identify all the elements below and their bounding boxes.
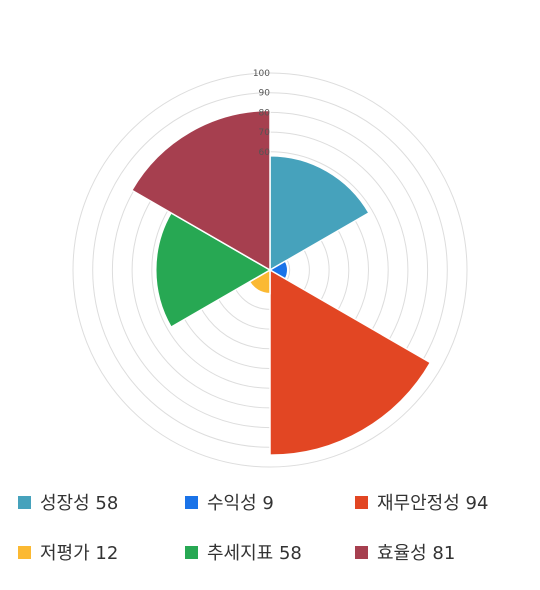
tick-label: 90 bbox=[259, 89, 271, 99]
legend-label: 저평가 12 bbox=[40, 543, 119, 564]
legend-label: 효율성 81 bbox=[377, 543, 456, 564]
polar-area-chart: 100 90 80 70 60 bbox=[72, 69, 468, 468]
tick-label: 100 bbox=[253, 69, 270, 79]
legend-swatch bbox=[355, 495, 368, 509]
legend-swatch bbox=[18, 495, 31, 509]
slice-stability[interactable] bbox=[269, 268, 432, 456]
legend-label: 수익성 9 bbox=[207, 493, 274, 514]
legend-item-stability[interactable]: 재무안정성 94 bbox=[355, 490, 488, 514]
legend-label: 재무안정성 94 bbox=[377, 493, 489, 514]
tick-label: 80 bbox=[259, 108, 271, 118]
legend-item-growth[interactable]: 성장성 58 bbox=[18, 490, 118, 514]
slice-efficiency[interactable] bbox=[130, 109, 271, 272]
slice-trend[interactable] bbox=[154, 211, 272, 329]
legend-swatch bbox=[185, 545, 198, 559]
tick-label: 70 bbox=[259, 128, 271, 138]
legend-item-trend[interactable]: 추세지표 58 bbox=[185, 540, 302, 564]
grid-circle bbox=[72, 72, 468, 468]
legend-item-efficiency[interactable]: 효율성 81 bbox=[355, 540, 455, 564]
radial-tick-labels: 100 90 80 70 60 bbox=[253, 69, 270, 158]
legend-swatch bbox=[18, 545, 31, 559]
legend-item-undervaluation[interactable]: 저평가 12 bbox=[18, 540, 118, 564]
legend-swatch bbox=[185, 495, 198, 509]
legend-label: 추세지표 58 bbox=[207, 543, 302, 564]
chart-slices bbox=[130, 109, 432, 456]
legend-item-profitability[interactable]: 수익성 9 bbox=[185, 490, 274, 514]
tick-label: 60 bbox=[259, 148, 271, 158]
legend-swatch bbox=[355, 545, 368, 559]
slice-growth[interactable] bbox=[269, 154, 370, 272]
legend-label: 성장성 58 bbox=[40, 493, 119, 514]
